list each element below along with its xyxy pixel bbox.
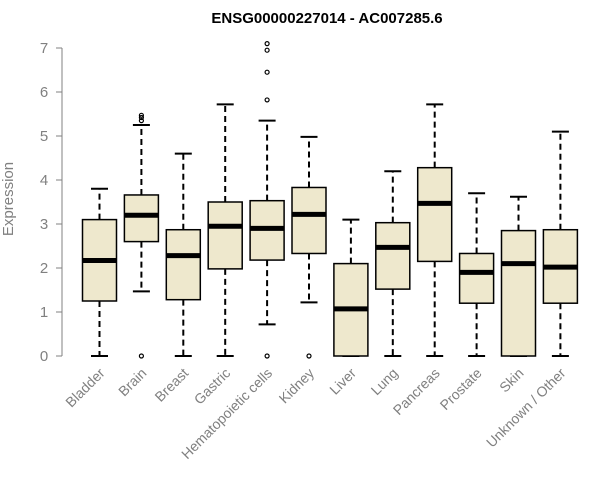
outlier-point [264, 353, 270, 359]
y-tick-label: 4 [40, 172, 48, 189]
y-tick-label: 0 [40, 348, 48, 365]
x-tick-label: Kidney [276, 365, 318, 407]
box [375, 221, 411, 290]
outlier-point [138, 114, 144, 121]
box [165, 228, 202, 301]
box-group [500, 195, 537, 357]
box-group [416, 103, 453, 357]
box [291, 186, 327, 255]
box-group [333, 218, 369, 357]
y-tick-label: 7 [40, 40, 48, 57]
x-tick-label: Brain [115, 365, 149, 399]
box-group [458, 192, 495, 357]
box-group [165, 152, 202, 357]
box [416, 166, 453, 263]
x-tick-label: Lung [368, 365, 401, 398]
box [207, 201, 243, 270]
y-axis: 0 1 2 3 4 5 6 7 [40, 40, 63, 365]
box-group [249, 40, 285, 359]
outlier-point [264, 97, 270, 103]
y-tick-label: 6 [40, 84, 48, 101]
box-group [291, 135, 327, 359]
outlier-point [264, 47, 270, 53]
boxes [81, 40, 579, 359]
x-tick-label: Skin [496, 365, 527, 396]
box-group [375, 170, 411, 357]
box-group [123, 112, 160, 359]
x-tick-label: Pancreas [390, 365, 443, 418]
outlier-point [264, 69, 270, 75]
x-tick-label: Prostate [437, 365, 485, 413]
y-tick-label: 1 [40, 304, 48, 321]
x-tick-label: Bladder [62, 365, 108, 411]
x-tick-label: Unknown / Other [483, 365, 569, 451]
box-group [542, 130, 579, 357]
box [458, 252, 495, 304]
outlier-point [306, 353, 312, 359]
y-tick-label: 2 [40, 260, 48, 277]
chart-title: ENSG00000227014 - AC007285.6 [211, 10, 442, 27]
y-axis-label: Expression [0, 162, 17, 236]
box [500, 229, 537, 357]
outlier-point [264, 40, 270, 47]
outlier-point [138, 112, 144, 118]
x-tick-label: Breast [151, 365, 191, 405]
box-group [207, 103, 243, 357]
outlier-point [138, 117, 144, 124]
box [123, 194, 160, 243]
box-group [81, 187, 118, 357]
outlier-point [138, 353, 144, 359]
x-tick-label: Liver [326, 365, 359, 398]
y-tick-label: 5 [40, 128, 48, 145]
y-tick-label: 3 [40, 216, 48, 233]
